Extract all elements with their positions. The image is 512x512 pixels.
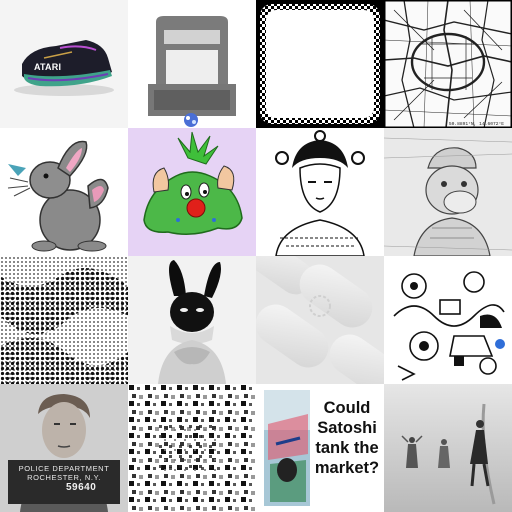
tile-checkered-frame[interactable] [256, 0, 384, 128]
meme-line-1: Could [323, 399, 371, 417]
mugshot-image [0, 384, 128, 512]
sneaker-brand-text: ATARI [34, 62, 62, 72]
tile-gameboy-stand[interactable] [128, 0, 256, 128]
tile-mugshot[interactable]: POLICE DEPARTMENT ROCHESTER, N.Y. 59640 [0, 384, 128, 512]
satoshi-meme-image [256, 384, 384, 512]
meme-line-3: tank the [315, 439, 379, 457]
tile-geisha-sketch[interactable] [256, 128, 384, 256]
tile-doodle-collage[interactable] [384, 256, 512, 384]
meme-caption: Could Satoshi tank the market? [314, 398, 380, 478]
tile-ape-sketch[interactable] [384, 128, 512, 256]
mugshot-line-1: POLICE DEPARTMENT [18, 464, 110, 473]
pixel-squares-image [128, 384, 256, 512]
halftone-noise-image [0, 256, 128, 384]
tile-street-map[interactable]: 50.8891°N, 14.6072°E [384, 0, 512, 128]
tile-pixel-squares[interactable] [128, 384, 256, 512]
doodle-collage-image [384, 256, 512, 384]
tile-white-embossed[interactable] [256, 256, 384, 384]
gray-rabbit-image [0, 128, 128, 256]
tile-foggy-street[interactable] [384, 384, 512, 512]
bunny-mask-portrait-image [128, 256, 256, 384]
mugshot-line-2: ROCHESTER, N.Y. [27, 473, 101, 482]
ape-sketch-image [384, 128, 512, 256]
tile-gray-rabbit[interactable] [0, 128, 128, 256]
tile-halftone-noise[interactable] [0, 256, 128, 384]
tile-muscle-blob[interactable] [128, 128, 256, 256]
map-coordinates: 50.8891°N, 14.6072°E [448, 122, 504, 127]
tile-sneaker[interactable]: ATARI [0, 0, 128, 128]
meme-line-2: Satoshi [317, 419, 377, 437]
white-embossed-image [256, 256, 384, 384]
checkered-frame-image [256, 0, 384, 128]
gameboy-stand-image [128, 0, 256, 128]
muscle-blob-image [128, 128, 256, 256]
tile-bunny-mask-portrait[interactable] [128, 256, 256, 384]
foggy-street-image [384, 384, 512, 512]
geisha-sketch-image [256, 128, 384, 256]
tile-satoshi-meme[interactable]: Could Satoshi tank the market? [256, 384, 384, 512]
mugshot-number: 59640 [66, 482, 97, 493]
sneaker-image [0, 0, 128, 128]
street-map-image [384, 0, 512, 128]
meme-line-4: market? [314, 459, 380, 477]
